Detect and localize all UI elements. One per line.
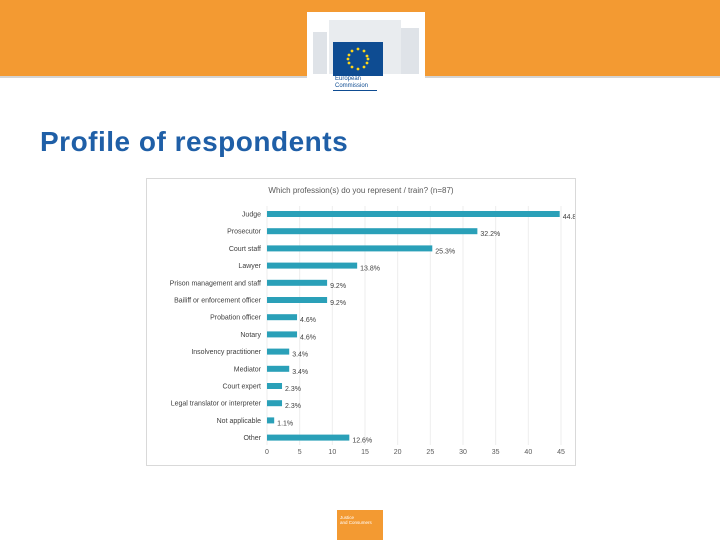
category-label: Other bbox=[243, 435, 261, 442]
bar bbox=[267, 400, 283, 407]
bar bbox=[267, 365, 290, 372]
x-tick-label: 25 bbox=[426, 449, 434, 456]
category-label: Not applicable bbox=[217, 418, 261, 425]
logo-building-right bbox=[401, 28, 419, 74]
eu-stars-icon bbox=[346, 47, 370, 71]
data-label: 12.6% bbox=[352, 438, 372, 445]
category-label: Notary bbox=[240, 332, 261, 339]
category-label: Mediator bbox=[234, 366, 262, 373]
chart-frame: Which profession(s) do you represent / t… bbox=[146, 178, 576, 466]
category-label: Lawyer bbox=[238, 263, 261, 270]
x-tick-label: 30 bbox=[459, 449, 467, 456]
commission-logo-graphic bbox=[313, 20, 419, 91]
bar bbox=[267, 297, 328, 303]
bar-chart: Which profession(s) do you represent / t… bbox=[170, 186, 575, 456]
category-label: Prosecutor bbox=[227, 229, 262, 236]
data-label: 44.8% bbox=[563, 214, 575, 221]
bar bbox=[267, 417, 275, 424]
category-label: Prison management and staff bbox=[170, 280, 261, 287]
bar bbox=[267, 348, 290, 355]
bar bbox=[267, 262, 358, 269]
data-label: 25.3% bbox=[435, 248, 455, 255]
page-title: Profile of respondents bbox=[40, 126, 349, 157]
bar bbox=[267, 383, 283, 389]
data-label: 3.4% bbox=[292, 352, 308, 359]
category-label: Court staff bbox=[229, 246, 261, 253]
x-tick-label: 15 bbox=[361, 449, 369, 456]
x-tick-label: 35 bbox=[492, 449, 500, 456]
bar bbox=[267, 314, 298, 321]
x-tick-label: 40 bbox=[524, 449, 532, 456]
x-tick-label: 5 bbox=[298, 449, 302, 456]
category-label: Probation officer bbox=[210, 315, 262, 322]
data-label: 2.3% bbox=[285, 403, 301, 410]
data-label: 4.6% bbox=[300, 317, 316, 324]
x-tick-label: 0 bbox=[265, 449, 269, 456]
commission-logo bbox=[307, 12, 425, 102]
chart-title: Which profession(s) do you represent / t… bbox=[268, 186, 454, 195]
data-label: 32.2% bbox=[480, 231, 500, 238]
x-tick-label: 10 bbox=[328, 449, 336, 456]
logo-underline bbox=[333, 90, 377, 91]
category-label: Insolvency practitioner bbox=[191, 349, 261, 356]
data-label: 9.2% bbox=[330, 283, 346, 290]
bar bbox=[267, 279, 328, 286]
bar bbox=[267, 331, 298, 338]
category-label: Legal translator or interpreter bbox=[171, 401, 262, 408]
category-label: Judge bbox=[242, 212, 261, 219]
bar bbox=[267, 228, 478, 235]
data-label: 4.6% bbox=[300, 334, 316, 341]
category-label: Bailiff or enforcement officer bbox=[174, 298, 262, 305]
bar bbox=[267, 211, 560, 217]
data-label: 3.4% bbox=[292, 369, 308, 376]
data-label: 2.3% bbox=[285, 386, 301, 393]
data-label: 1.1% bbox=[277, 420, 293, 427]
logo-building-left bbox=[313, 32, 327, 74]
footer-logo-text: Justice and Consumers bbox=[340, 515, 372, 525]
x-tick-label: 20 bbox=[394, 449, 402, 456]
footer-logo: Justice and Consumers bbox=[337, 510, 383, 540]
data-label: 9.2% bbox=[330, 300, 346, 307]
eu-flag bbox=[333, 42, 383, 76]
logo-text: European Commission bbox=[335, 76, 369, 89]
data-label: 13.8% bbox=[360, 266, 380, 273]
bar bbox=[267, 434, 350, 441]
bar bbox=[267, 245, 433, 252]
x-tick-label: 45 bbox=[557, 449, 565, 456]
category-label: Court expert bbox=[222, 384, 261, 391]
